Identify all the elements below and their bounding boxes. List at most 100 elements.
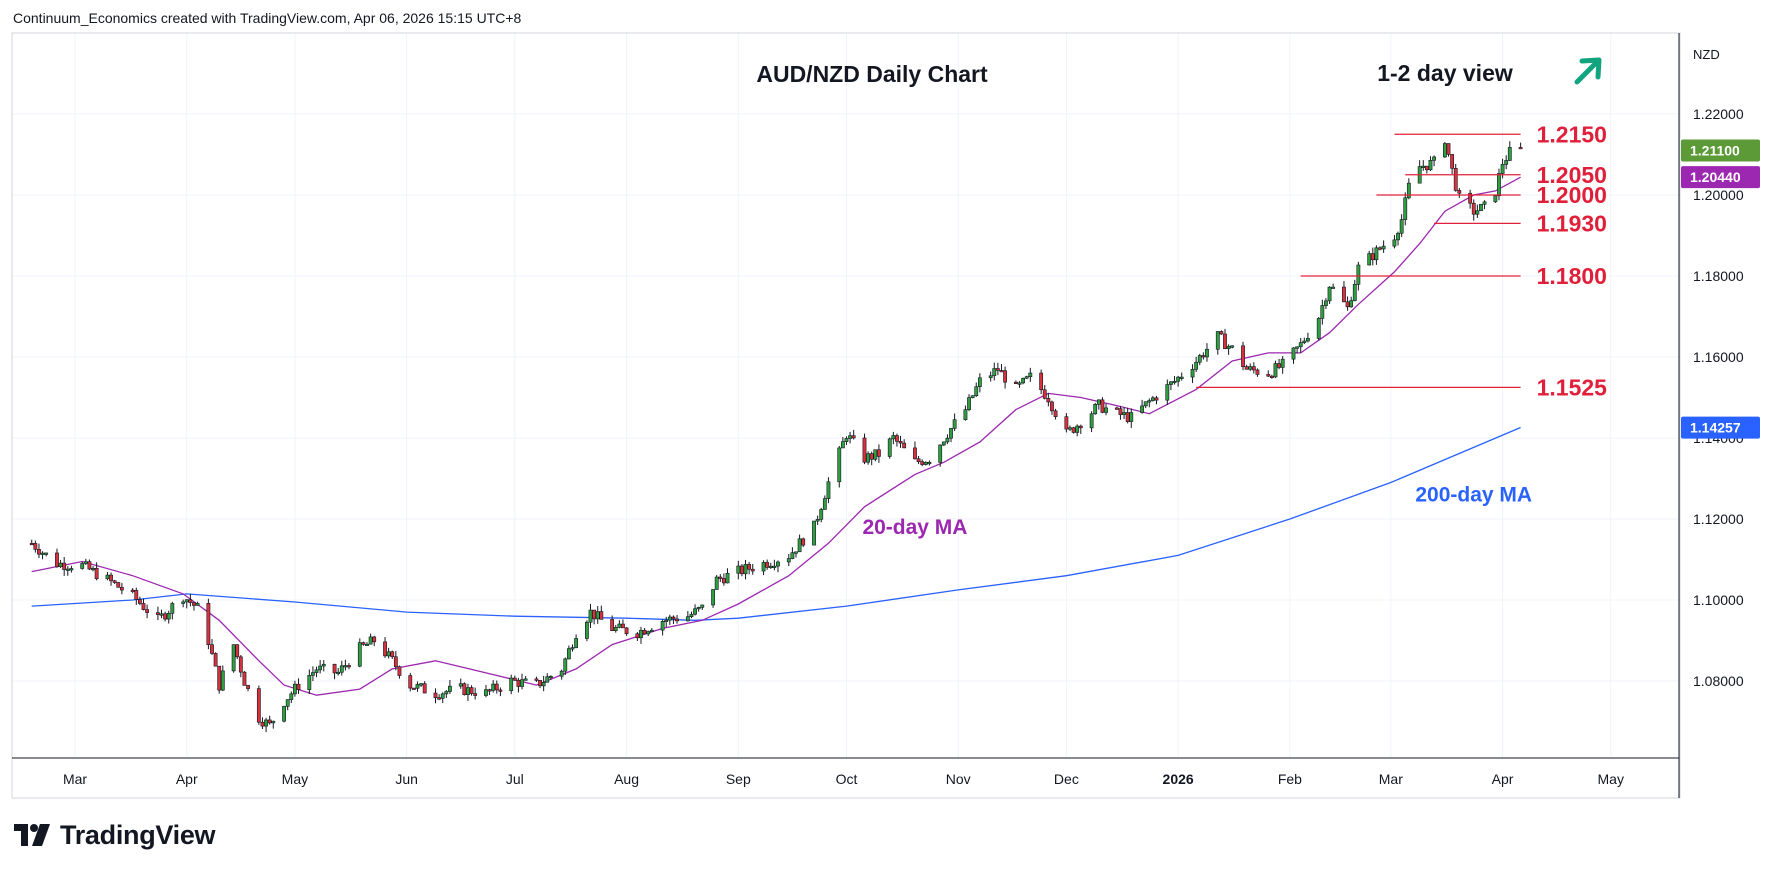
candle-body xyxy=(1244,366,1249,370)
candle-body xyxy=(794,551,798,554)
candle-body xyxy=(469,687,474,694)
candle-body xyxy=(1071,427,1076,433)
candle-body xyxy=(1399,219,1404,234)
candle-body xyxy=(714,576,719,590)
candle-body xyxy=(768,565,773,569)
candle-body xyxy=(639,629,643,639)
candle-body xyxy=(595,611,600,620)
candle-body xyxy=(851,435,856,439)
candle-body xyxy=(37,549,41,555)
candle-body xyxy=(206,602,211,645)
candle-body xyxy=(1014,381,1018,384)
candle-body xyxy=(642,629,647,635)
candle-body xyxy=(1255,369,1260,375)
candle-body xyxy=(58,562,63,568)
candle-body xyxy=(397,666,402,676)
candle-body xyxy=(1277,363,1281,368)
candle-body xyxy=(761,562,766,572)
candle-body xyxy=(484,689,488,696)
candle-body xyxy=(494,683,499,691)
candle-body xyxy=(1028,372,1033,377)
x-tick-label: May xyxy=(282,771,308,787)
candle-body xyxy=(1039,372,1044,391)
candles xyxy=(29,141,1523,733)
candle-body xyxy=(1518,147,1523,150)
candle-body xyxy=(166,612,171,620)
candle-body xyxy=(992,368,997,377)
price-label-bg xyxy=(1681,139,1760,162)
candle-body xyxy=(693,608,697,615)
candle-body xyxy=(314,669,319,673)
candle-body xyxy=(999,370,1004,373)
candle-body xyxy=(1024,376,1029,379)
candle-body xyxy=(1291,347,1296,360)
candle-body xyxy=(1396,232,1400,241)
candle-body xyxy=(696,607,701,610)
candle-body xyxy=(1154,397,1159,401)
candle-body xyxy=(1424,165,1429,171)
candle-body xyxy=(1331,286,1336,289)
chart-title: AUD/NZD Daily Chart xyxy=(756,61,988,87)
candle-body xyxy=(415,684,420,689)
candle-body xyxy=(1432,156,1436,161)
candle-body xyxy=(617,623,622,628)
candle-body xyxy=(112,580,117,583)
candle-body xyxy=(311,672,315,676)
candle-body xyxy=(1205,348,1209,358)
candle-body xyxy=(1450,154,1455,169)
candle-body xyxy=(1075,425,1080,433)
candle-body xyxy=(613,627,618,631)
candle-body xyxy=(156,612,160,615)
candle-body xyxy=(462,683,467,696)
candle-body xyxy=(184,599,189,603)
candle-body xyxy=(1457,190,1462,194)
candle-body xyxy=(923,462,928,465)
candle-body xyxy=(181,601,186,604)
candle-body xyxy=(1298,342,1303,348)
candle-body xyxy=(1248,366,1253,370)
candle-body xyxy=(534,678,539,681)
candle-body xyxy=(1302,340,1307,343)
candle-body xyxy=(1327,286,1332,302)
candle-body xyxy=(873,449,878,460)
candle-body xyxy=(141,603,146,610)
candle-body xyxy=(264,719,268,727)
candle-body xyxy=(357,642,362,667)
candle-body xyxy=(1104,407,1108,413)
x-tick-label: 2026 xyxy=(1163,771,1194,787)
candle-body xyxy=(1215,331,1220,350)
candle-body xyxy=(1129,412,1134,422)
tradingview-logo-icon xyxy=(14,824,50,846)
candle-body xyxy=(1114,407,1119,410)
candle-body xyxy=(1003,370,1007,383)
candle-body xyxy=(282,706,286,722)
candle-body xyxy=(1356,264,1361,285)
candle-body xyxy=(848,435,852,439)
candle-body xyxy=(83,561,88,564)
candle-body xyxy=(559,670,564,677)
candle-body xyxy=(1089,413,1094,429)
candle-body xyxy=(372,636,377,643)
candle-body xyxy=(1172,380,1177,384)
candle-body xyxy=(365,643,369,647)
y-tick-label: 1.10000 xyxy=(1693,592,1744,608)
candle-body xyxy=(1219,331,1224,335)
view-label: 1-2 day view xyxy=(1377,60,1513,86)
x-tick-label: Nov xyxy=(946,771,971,787)
candle-body xyxy=(235,644,240,658)
candle-body xyxy=(585,621,589,639)
time-axis[interactable]: Mar Apr May Jun Jul Aug Sep Oct Nov Dec 2026 Feb Mar… xyxy=(63,771,1624,787)
candle-body xyxy=(440,693,445,699)
chart-frame xyxy=(11,32,1681,799)
price-axis[interactable]: 1.220001.200001.180001.160001.140001.120… xyxy=(1693,106,1744,689)
candle-body xyxy=(1150,397,1155,401)
candle-body xyxy=(336,671,341,675)
tradingview-logo[interactable]: TradingView xyxy=(14,820,216,850)
candle-body xyxy=(869,453,874,460)
candle-body xyxy=(599,611,604,620)
level-label: 1.1525 xyxy=(1537,374,1608,400)
ma200-line-group xyxy=(31,426,1521,621)
candle-body xyxy=(1053,410,1058,417)
candle-body xyxy=(1381,245,1386,250)
